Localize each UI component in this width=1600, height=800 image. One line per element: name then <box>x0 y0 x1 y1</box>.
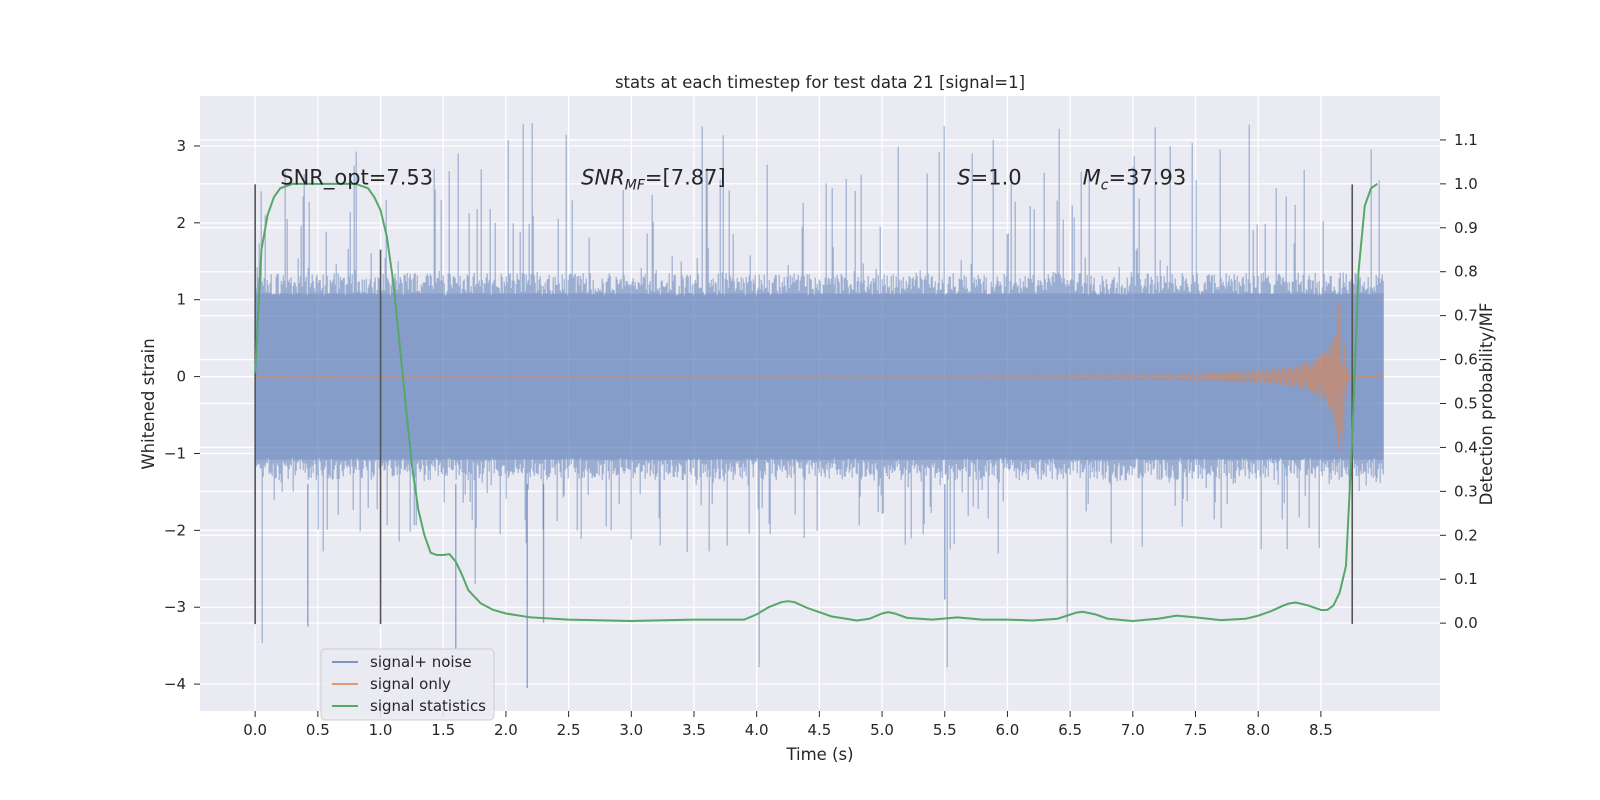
statistics-line <box>254 182 1378 622</box>
x-tick-label: 2.5 <box>557 721 581 739</box>
y2-tick-label: 0.7 <box>1454 307 1478 325</box>
legend-label-signal-only: signal only <box>370 675 451 693</box>
signal-only-series <box>255 301 1384 454</box>
y-tick-label: −3 <box>164 598 186 616</box>
y-tick-label: 1 <box>176 291 186 309</box>
annotation-1: SNRMF=[7.87] <box>581 165 726 193</box>
y2-tick-label: 0.3 <box>1454 482 1478 500</box>
y2-tick-label: 0.1 <box>1454 570 1478 588</box>
x-axis-label: Time (s) <box>785 745 853 764</box>
x-tick-label: 4.5 <box>807 721 831 739</box>
x-tick-label: 8.0 <box>1246 721 1270 739</box>
x-tick-label: 0.0 <box>243 721 267 739</box>
x-tick-label: 4.0 <box>745 721 769 739</box>
legend-label-signal-plus-noise: signal+ noise <box>370 653 472 671</box>
y2-tick-label: 0.0 <box>1454 614 1478 632</box>
signal-statistics-series <box>254 182 1378 622</box>
x-tick-label: 7.0 <box>1121 721 1145 739</box>
x-tick-label: 3.5 <box>682 721 706 739</box>
x-tick-label: 7.5 <box>1184 721 1208 739</box>
y2-tick-label: 0.4 <box>1454 438 1478 456</box>
x-tick-label: 0.5 <box>306 721 330 739</box>
y2-tick-label: 0.2 <box>1454 526 1478 544</box>
y-tick-label: 2 <box>176 214 186 232</box>
y-tick-label: 0 <box>176 368 186 386</box>
y2-tick-label: 0.6 <box>1454 351 1478 369</box>
x-tick-label: 6.5 <box>1058 721 1082 739</box>
x-tick-label: 3.0 <box>619 721 643 739</box>
x-tick-label: 6.0 <box>996 721 1020 739</box>
y-tick-label: −2 <box>164 521 186 539</box>
legend-label-signal-statistics: signal statistics <box>370 697 486 715</box>
y2-axis-label: Detection probability/MF <box>1477 303 1496 506</box>
signal-chirp-trace <box>255 301 1384 454</box>
y-tick-label: −4 <box>164 675 186 693</box>
legend-box <box>320 648 495 721</box>
annotation-0: SNR_opt=7.53 <box>280 165 433 190</box>
annotations: SNR_opt=7.53 SNRMF=[7.87] S=1.0 Mc=37.93 <box>280 165 1186 193</box>
axis-ticks: 0.0 0.5 1.0 1.5 2.0 2.5 3.0 3.5 4.0 4.5 5.0 5.5 6.0 6… <box>164 131 1478 739</box>
x-tick-label: 1.5 <box>431 721 455 739</box>
y2-tick-label: 0.9 <box>1454 219 1478 237</box>
annotation-2: S=1.0 <box>957 165 1021 189</box>
y-axis-label: Whitened strain <box>139 338 158 469</box>
x-tick-label: 1.0 <box>369 721 393 739</box>
annotation-3: Mc=37.93 <box>1083 165 1187 193</box>
y-tick-label: 3 <box>176 137 186 155</box>
x-tick-label: 5.0 <box>870 721 894 739</box>
y2-tick-label: 0.5 <box>1454 395 1478 413</box>
window-markers <box>254 184 1354 625</box>
legend: signal+ noise signal only signal statist… <box>320 648 495 721</box>
x-tick-label: 2.0 <box>494 721 518 739</box>
y2-tick-label: 1.0 <box>1454 175 1478 193</box>
y-tick-label: −1 <box>164 444 186 462</box>
chart-title: stats at each timestep for test data 21 … <box>615 73 1025 92</box>
x-tick-label: 8.5 <box>1309 721 1333 739</box>
y2-tick-label: 0.8 <box>1454 263 1478 281</box>
y2-tick-label: 1.1 <box>1454 131 1478 149</box>
x-tick-label: 5.5 <box>933 721 957 739</box>
